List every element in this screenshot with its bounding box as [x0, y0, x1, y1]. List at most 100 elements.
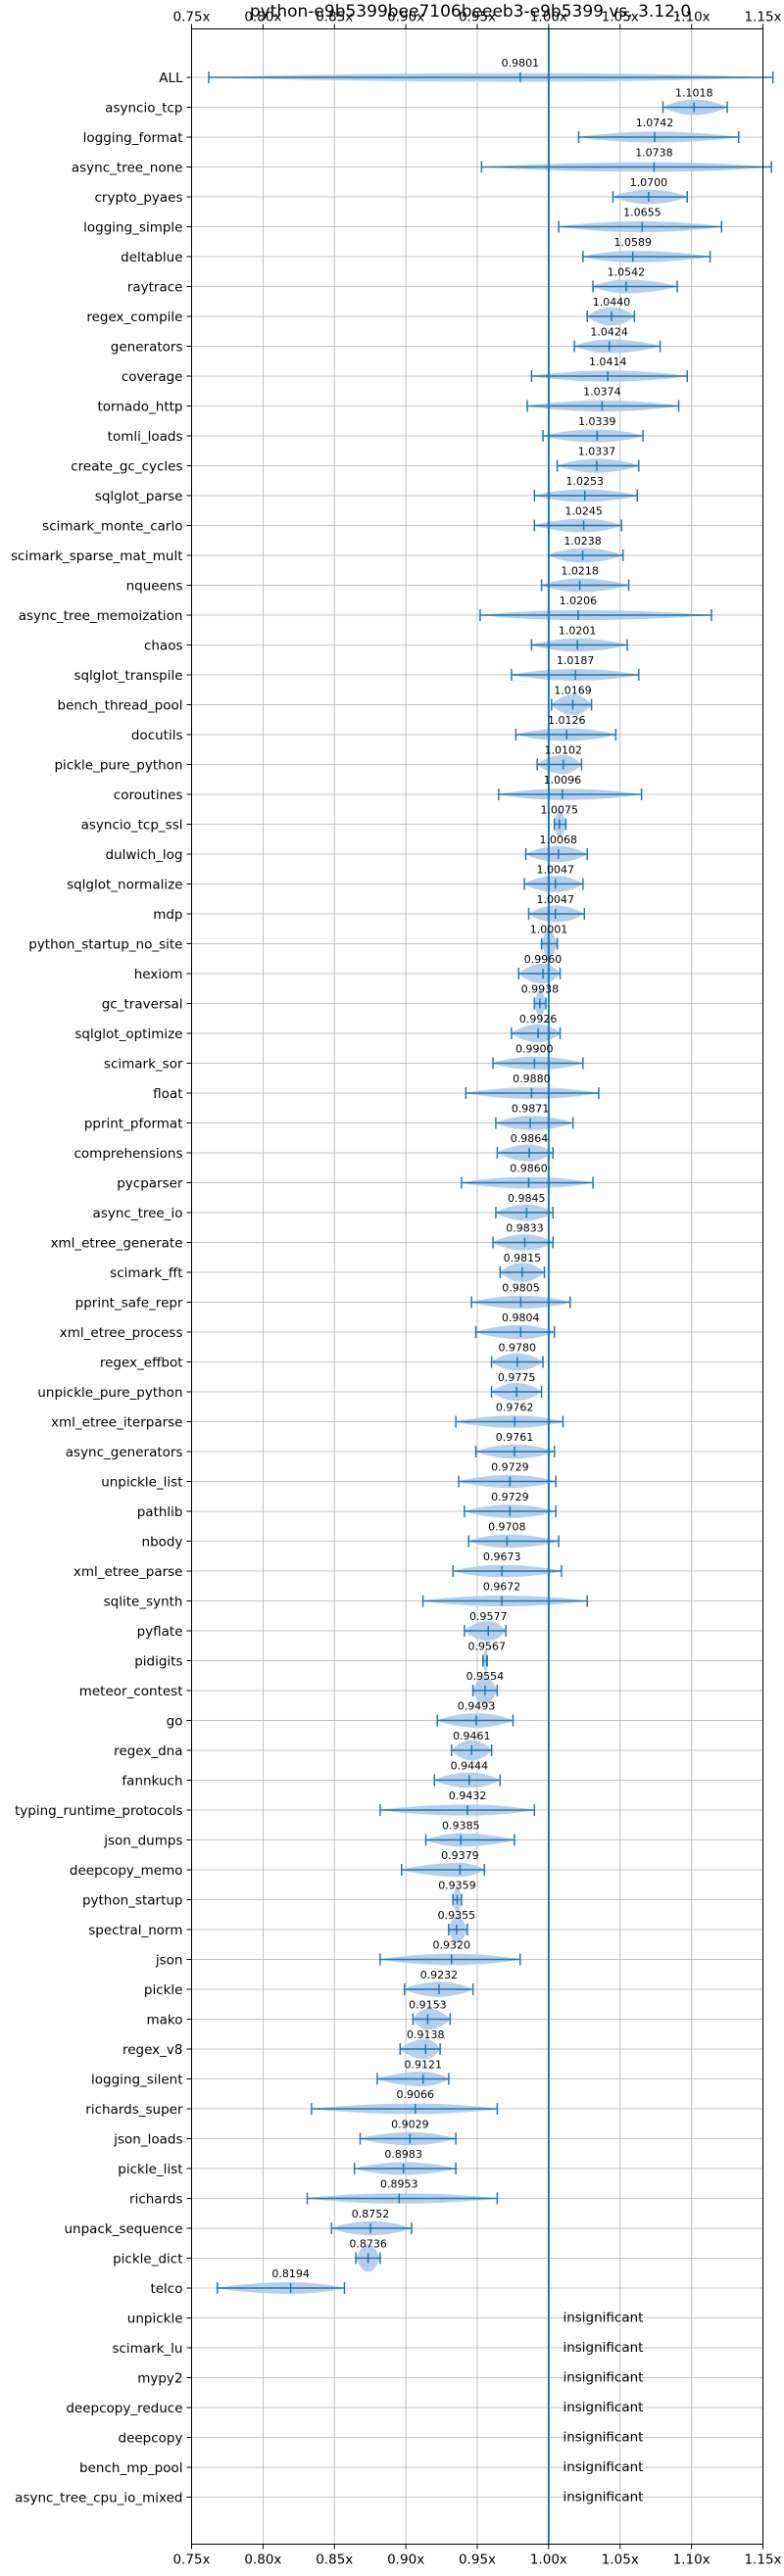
- benchmark-label: async_generators: [66, 1445, 183, 1460]
- value-label: 0.9845: [508, 1192, 546, 1205]
- benchmark-label: pickle_dict: [113, 2252, 182, 2267]
- labels-layer: ALL asyncio_tcp logging_format async_tree_n…: [11, 57, 712, 2506]
- benchmark-label: python_startup_no_site: [28, 937, 182, 953]
- benchmark-label: logging_simple: [83, 220, 182, 236]
- value-label: 1.0206: [560, 595, 598, 607]
- value-label: 1.0126: [548, 714, 586, 727]
- benchmark-label: sqlglot_normalize: [67, 878, 182, 893]
- benchmark-label: tomli_loads: [108, 429, 183, 445]
- x-tick-label-bottom: 1.10x: [673, 2552, 710, 2568]
- x-tick-label-bottom: 1.00x: [530, 2552, 567, 2568]
- value-label: 0.9833: [506, 1222, 544, 1235]
- value-label: 1.0047: [536, 893, 574, 906]
- value-label: 0.9121: [405, 2059, 443, 2072]
- benchmark-label: json: [155, 1953, 183, 1969]
- benchmark-label: regex_dna: [114, 1743, 182, 1759]
- benchmark-label: bench_mp_pool: [79, 2460, 182, 2476]
- value-label: 0.9900: [515, 1043, 554, 1056]
- value-label: 0.9880: [513, 1073, 551, 1085]
- value-label: 1.0337: [578, 446, 616, 458]
- x-tick-label-top: 0.75x: [172, 10, 210, 25]
- x-tick-label-top: 0.85x: [316, 10, 353, 25]
- x-tick-label-bottom: 1.05x: [602, 2552, 639, 2568]
- benchmark-label: go: [167, 1714, 183, 1730]
- insignificant-label: insignificant: [563, 2430, 643, 2446]
- benchmark-label: scimark_fft: [110, 1265, 182, 1281]
- value-label: 0.9444: [451, 1760, 489, 1773]
- benchmark-label: generators: [111, 340, 183, 356]
- benchmark-label: xml_etree_process: [60, 1325, 183, 1341]
- benchmark-label: async_tree_cpu_io_mixed: [15, 2491, 182, 2506]
- insignificant-label: insignificant: [563, 2370, 643, 2386]
- value-label: 0.8983: [384, 2148, 422, 2161]
- benchmark-label: pyflate: [137, 1624, 183, 1640]
- value-label: 0.9493: [458, 1700, 496, 1713]
- value-label: 1.0253: [565, 475, 604, 488]
- benchmark-label: xml_etree_parse: [74, 1564, 183, 1580]
- benchmark-label: scimark_sparse_mat_mult: [11, 549, 182, 564]
- benchmark-label: async_tree_none: [72, 161, 183, 176]
- value-label: 0.9066: [396, 2088, 434, 2101]
- value-label: 1.0102: [544, 744, 582, 757]
- benchmark-label: json_loads: [113, 2132, 182, 2148]
- value-label: 1.0096: [544, 774, 582, 787]
- benchmark-label: json_dumps: [103, 1834, 182, 1849]
- value-label: 0.9232: [420, 1969, 459, 1981]
- benchmark-label: scimark_lu: [112, 2341, 182, 2357]
- benchmark-label: tornado_http: [98, 400, 183, 415]
- benchmark-label: nbody: [142, 1535, 183, 1550]
- value-label: 1.0169: [554, 685, 592, 697]
- insignificant-label: insignificant: [563, 2459, 643, 2475]
- value-label: 0.9729: [491, 1491, 529, 1503]
- benchmark-label: meteor_contest: [79, 1684, 183, 1699]
- value-label: 0.8736: [349, 2238, 387, 2251]
- value-label: 0.9761: [496, 1431, 534, 1444]
- benchmark-label: regex_compile: [86, 310, 182, 325]
- value-label: 1.0440: [593, 296, 631, 309]
- benchmark-label: async_tree_memoization: [19, 608, 183, 624]
- benchmark-label: telco: [150, 2281, 182, 2297]
- benchmark-label: unpickle: [127, 2312, 183, 2327]
- x-tick-label-top: 0.95x: [459, 10, 496, 25]
- value-label: 1.0238: [564, 535, 602, 548]
- value-label: 0.9577: [469, 1610, 508, 1623]
- benchmark-label: pathlib: [137, 1504, 183, 1520]
- benchmark-label: deltablue: [121, 250, 182, 265]
- benchmark-label: pprint_safe_repr: [75, 1296, 183, 1312]
- value-label: 1.1018: [675, 87, 713, 100]
- value-label: 1.0589: [613, 236, 652, 249]
- insignificant-label: insignificant: [563, 2490, 643, 2505]
- value-label: 0.9029: [391, 2119, 429, 2131]
- violin-series: [208, 72, 774, 2294]
- benchmark-label: sqlglot_optimize: [74, 1026, 182, 1042]
- value-label: 1.0047: [536, 864, 574, 877]
- value-label: 0.9871: [512, 1103, 550, 1116]
- value-label: 0.9355: [438, 1909, 476, 1922]
- benchmark-label: gc_traversal: [102, 997, 183, 1013]
- value-label: 1.0201: [559, 625, 597, 638]
- insignificant-label: insignificant: [563, 2340, 643, 2356]
- x-tick-label-bottom: 0.90x: [387, 2552, 424, 2568]
- benchmark-label: pycparser: [117, 1176, 183, 1192]
- value-label: 1.0738: [635, 147, 673, 160]
- x-tick-label-bottom: 1.15x: [744, 2552, 781, 2568]
- benchmark-label: sqlglot_parse: [95, 489, 183, 504]
- benchmark-label: python_startup: [82, 1893, 183, 1909]
- benchmark-label: nqueens: [126, 579, 183, 595]
- benchmark-label: mako: [146, 2013, 182, 2028]
- value-label: 0.9864: [511, 1132, 549, 1145]
- benchmark-label: pickle_pure_python: [54, 758, 182, 774]
- benchmark-label: logging_silent: [91, 2073, 182, 2088]
- benchmark-label: async_tree_io: [93, 1206, 183, 1221]
- benchmark-label: mdp: [153, 907, 182, 923]
- value-label: 0.9729: [491, 1461, 529, 1474]
- value-label: 0.9385: [442, 1820, 480, 1833]
- benchmark-label: unpack_sequence: [65, 2221, 183, 2237]
- x-tick-label-top: 1.05x: [602, 10, 639, 25]
- value-label: 1.0001: [530, 924, 568, 936]
- value-label: 1.0742: [636, 117, 674, 129]
- value-label: 0.9461: [453, 1730, 491, 1742]
- benchmark-label: scimark_monte_carlo: [42, 519, 182, 535]
- value-label: 1.0414: [589, 356, 627, 368]
